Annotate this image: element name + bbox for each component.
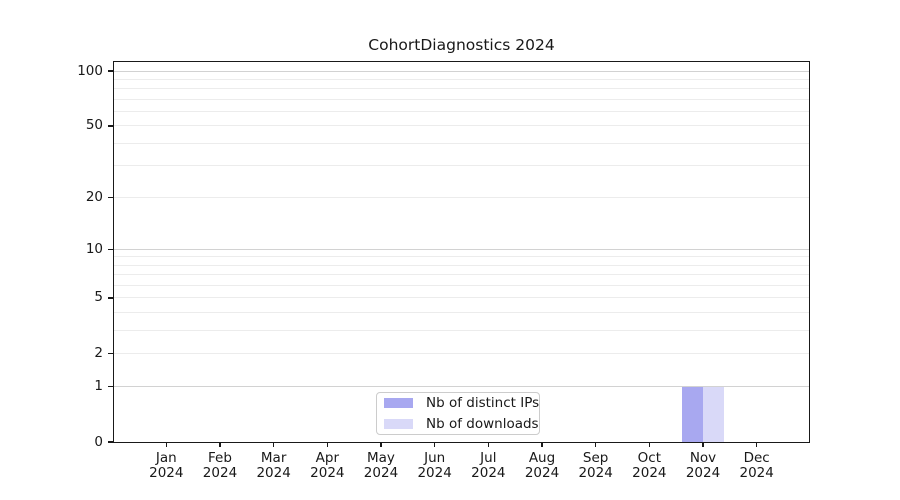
x-tick-mark — [595, 442, 597, 447]
y-tick-mark — [108, 196, 114, 198]
y-tick-mark — [108, 385, 114, 387]
y-gridline-minor — [114, 88, 809, 90]
y-gridline-minor — [114, 285, 809, 287]
x-tick-label: Apr 2024 — [310, 450, 345, 481]
y-tick-label: 0 — [94, 433, 103, 450]
y-tick-label: 20 — [85, 188, 103, 205]
legend-swatch-distinct-ips — [384, 397, 413, 409]
x-tick-mark — [756, 442, 758, 447]
legend-label-downloads: Nb of downloads — [426, 416, 539, 432]
y-tick-label: 10 — [85, 240, 103, 257]
y-gridline-minor — [114, 196, 809, 198]
x-tick-mark — [702, 442, 704, 447]
legend-item-distinct-ips: Nb of distinct IPs — [384, 395, 539, 411]
legend-item-downloads: Nb of downloads — [384, 416, 539, 432]
y-tick-mark — [108, 70, 114, 72]
x-tick-label: May 2024 — [363, 450, 399, 481]
y-gridline-minor — [114, 256, 809, 258]
x-tick-mark — [273, 442, 275, 447]
y-gridline-minor — [114, 330, 809, 332]
legend-label-distinct-ips: Nb of distinct IPs — [426, 395, 540, 411]
x-tick-label: Jan 2024 — [149, 450, 184, 481]
y-gridline-minor — [114, 312, 809, 314]
x-tick-label: Jul 2024 — [471, 450, 506, 481]
legend: Nb of distinct IPs Nb of downloads — [376, 392, 540, 435]
legend-swatch-downloads — [384, 418, 413, 430]
y-tick-label: 50 — [85, 117, 103, 134]
y-gridline-minor — [114, 78, 809, 80]
x-tick-mark — [380, 442, 382, 447]
y-tick-mark — [108, 297, 114, 299]
y-tick-label: 2 — [94, 345, 103, 362]
x-tick-mark — [648, 442, 651, 447]
y-gridline-minor — [114, 142, 809, 144]
x-tick-label: Jun 2024 — [417, 450, 452, 481]
y-gridline-minor — [114, 297, 809, 299]
y-gridline-minor — [114, 111, 809, 113]
x-tick-mark — [541, 442, 543, 447]
bar-nb-of-downloads-nov-2024 — [703, 386, 724, 442]
y-tick-mark — [108, 125, 114, 127]
x-tick-label: Sep 2024 — [578, 450, 613, 481]
y-gridline-major — [114, 70, 809, 72]
x-tick-label: Oct 2024 — [632, 450, 667, 481]
y-gridline-major — [114, 385, 809, 387]
y-gridline-minor — [114, 98, 809, 100]
y-gridline-minor — [114, 264, 809, 266]
x-tick-label: Feb 2024 — [202, 450, 238, 481]
x-tick-mark — [326, 442, 329, 447]
x-tick-mark — [165, 442, 168, 447]
x-tick-label: Mar 2024 — [256, 450, 291, 481]
y-tick-mark — [108, 441, 114, 443]
y-gridline-minor — [114, 353, 809, 355]
y-tick-mark — [108, 353, 114, 355]
plot-area: Dec 2024 Nov 2024 Oct 2024 Sep 2024 Aug 2024 Jul 20… — [77, 61, 810, 481]
bar-nb-of-distinct-ips-nov-2024 — [682, 386, 703, 442]
y-gridline-major — [114, 248, 809, 250]
x-tick-mark — [219, 442, 221, 447]
y-gridline-minor — [114, 165, 809, 167]
x-tick-mark — [487, 442, 490, 447]
x-tick-label: Dec 2024 — [739, 450, 774, 481]
x-tick-mark — [434, 442, 436, 447]
x-tick-label: Nov 2024 — [685, 450, 721, 481]
y-gridline-minor — [114, 274, 809, 276]
x-tick-label: Aug 2024 — [524, 450, 560, 481]
y-tick-mark — [108, 248, 114, 250]
chart-title: CohortDiagnostics 2024 — [368, 36, 555, 54]
y-tick-label: 1 — [94, 377, 103, 394]
y-tick-label: 100 — [77, 62, 103, 79]
y-tick-label: 5 — [94, 289, 103, 306]
y-gridline-minor — [114, 125, 809, 127]
